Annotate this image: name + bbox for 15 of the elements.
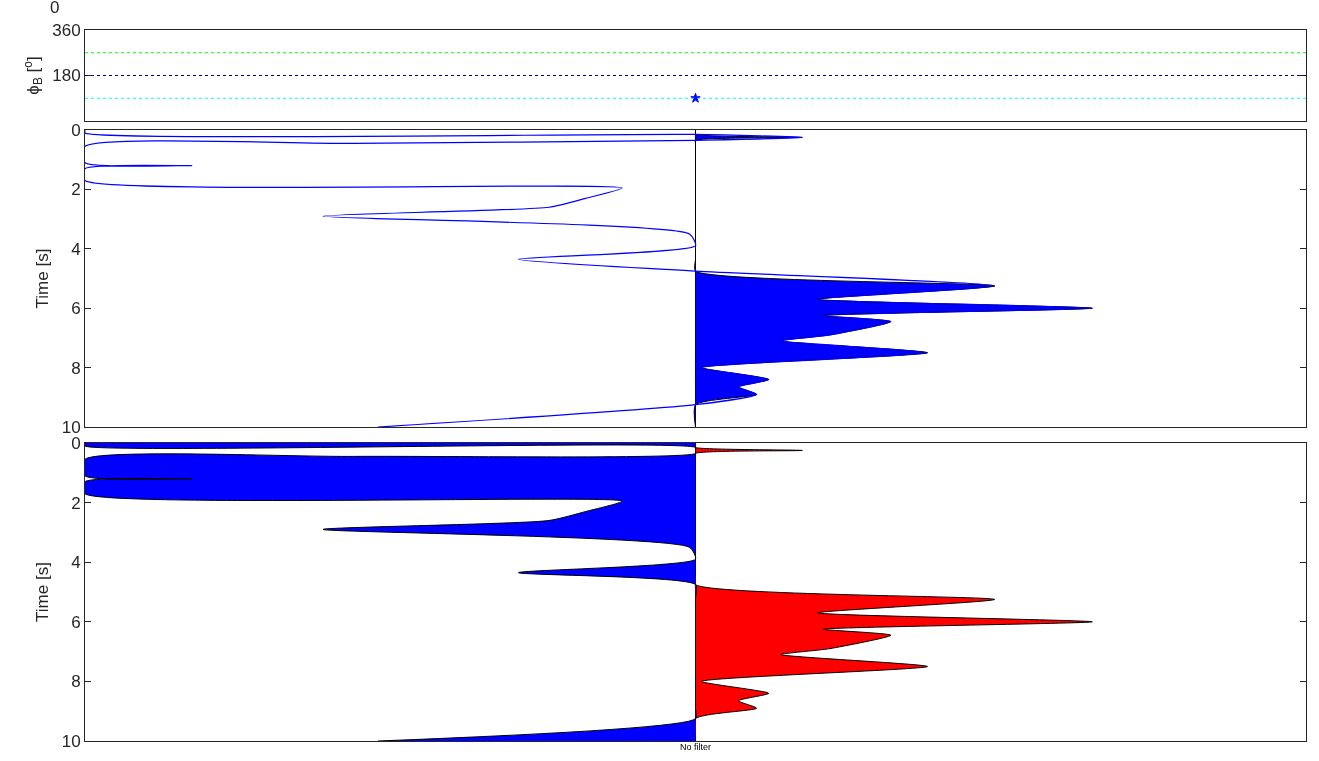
y-tick-label: 360 xyxy=(52,20,81,40)
y-tick-label: 2 xyxy=(71,493,81,513)
y-tick-label: 8 xyxy=(71,358,81,378)
y-tick-label: 10 xyxy=(61,731,81,751)
y-axis-title: Time [s] xyxy=(33,562,53,622)
y-tick-label: 4 xyxy=(71,239,81,259)
y-tick-label: 0 xyxy=(71,120,81,140)
y-tick-label: 8 xyxy=(71,672,81,692)
y-tick-label: 6 xyxy=(71,612,81,632)
y-tick-label: 6 xyxy=(71,299,81,319)
y-tick-label: 180 xyxy=(52,66,81,86)
y-tick-label: 4 xyxy=(71,553,81,573)
y-axis-title: Time [s] xyxy=(33,248,53,309)
y-tick-label: 2 xyxy=(71,180,81,200)
x-axis-title: No filter xyxy=(679,741,712,752)
